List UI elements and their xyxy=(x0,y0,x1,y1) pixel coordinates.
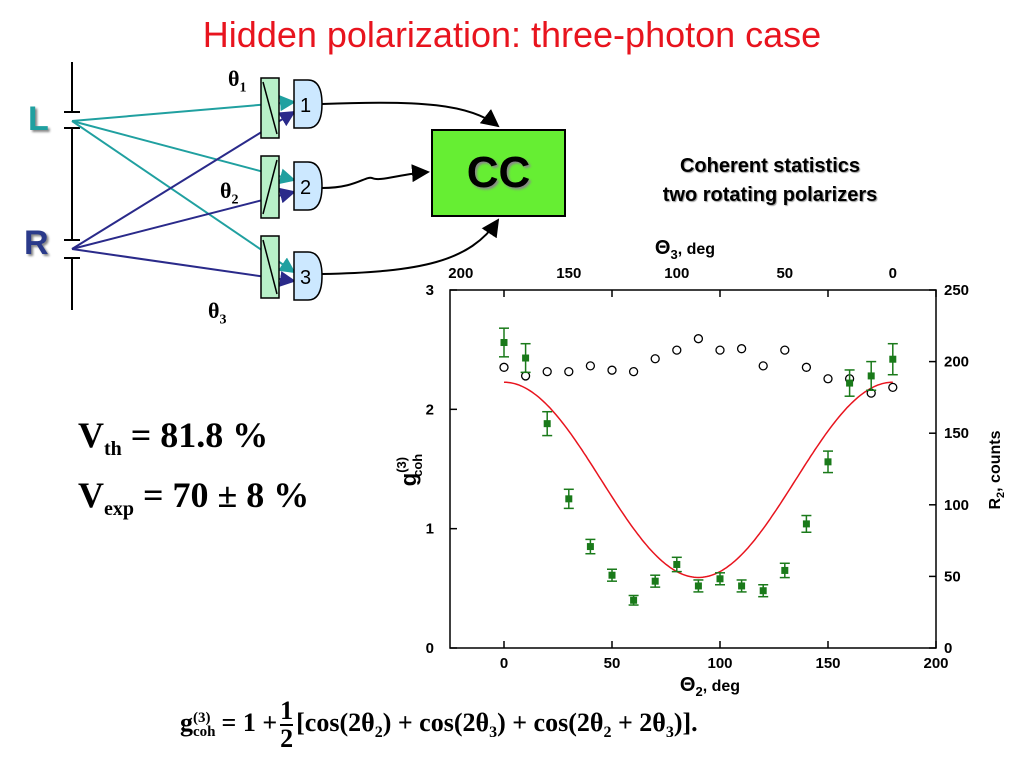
theta-3-label: θ3 xyxy=(208,298,227,328)
g3-point xyxy=(867,372,875,380)
counts-point xyxy=(520,371,531,381)
g3-point xyxy=(543,420,551,428)
visibility-experiment: Vexp = 70 ± 8 % xyxy=(78,475,310,521)
g3-point xyxy=(824,458,832,466)
x-bottom-tick-label: 0 xyxy=(500,655,508,672)
polarizer-3 xyxy=(260,235,280,299)
detector-2: 2 xyxy=(293,161,323,211)
coherent-statistics-caption: Coherent statistics two rotating polariz… xyxy=(615,152,925,210)
visibility-theory: Vth = 81.8 % xyxy=(78,415,269,461)
right-axis-title: R2, counts xyxy=(987,430,1007,509)
y-right-tick-label: 200 xyxy=(944,354,969,371)
y-left-tick-label: 3 xyxy=(426,282,434,299)
g3-point xyxy=(846,379,854,387)
g3-point xyxy=(651,577,659,585)
top-axis-title: Θ3, deg xyxy=(655,237,715,262)
g3-point xyxy=(608,571,616,579)
polarizer-1 xyxy=(260,77,280,139)
left-axis-title: g(3)coh xyxy=(394,454,425,487)
g3-point xyxy=(694,582,702,590)
detector-1: 1 xyxy=(293,79,323,129)
y-left-tick-label: 0 xyxy=(426,640,434,657)
g3-point xyxy=(673,560,681,568)
counts-point xyxy=(585,361,596,371)
plot-frame xyxy=(449,289,937,649)
y-right-tick-label: 100 xyxy=(944,497,969,514)
counts-point xyxy=(650,354,660,364)
y-right-tick-label: 50 xyxy=(944,568,961,585)
g3-point xyxy=(586,543,594,551)
beams-R xyxy=(71,110,296,287)
y-right-tick-label: 250 xyxy=(944,282,969,299)
svg-text:1: 1 xyxy=(300,95,311,117)
cc-label: CC xyxy=(466,148,531,197)
x-bottom-tick-label: 200 xyxy=(923,655,948,672)
polarizer-2 xyxy=(260,155,280,219)
fit-layer xyxy=(503,381,893,579)
source-label-R: R xyxy=(24,224,49,262)
g3-point xyxy=(802,520,810,528)
counts-point xyxy=(672,345,682,355)
counts-point xyxy=(564,366,574,377)
counts-point xyxy=(715,345,725,355)
x-top-tick-label: 150 xyxy=(556,265,581,282)
x-top-tick-label: 0 xyxy=(889,265,897,282)
counts-point xyxy=(780,345,790,355)
g3-point xyxy=(565,495,573,503)
svg-text:2: 2 xyxy=(300,177,311,199)
beams-L xyxy=(71,95,296,274)
theory-fit-curve xyxy=(503,381,893,579)
g3-point xyxy=(630,596,638,604)
source-label-L: L xyxy=(28,100,49,138)
y-right-tick-label: 150 xyxy=(944,425,969,442)
g3-point xyxy=(889,355,897,363)
counts-layer xyxy=(499,334,898,398)
counts-point xyxy=(628,366,639,377)
counts-point xyxy=(693,334,704,344)
counts-point xyxy=(542,366,552,377)
counts-point xyxy=(801,362,812,372)
setup-schematic: 1 2 3 xyxy=(64,62,500,310)
g3-chart: 0 50 100 150 200 200 150 100 50 0 0 1 2 3 0 50 100 150 200… xyxy=(394,237,1007,699)
x-bottom-tick-label: 50 xyxy=(604,655,621,672)
bottom-axis-title: Θ2, deg xyxy=(680,674,740,699)
g3-point xyxy=(738,582,746,590)
y-left-tick-label: 2 xyxy=(426,401,434,418)
x-bottom-tick-label: 100 xyxy=(707,655,732,672)
detector-3: 3 xyxy=(293,251,323,301)
y-left-tick-label: 1 xyxy=(426,521,434,538)
g3-point xyxy=(781,566,789,574)
counts-point xyxy=(758,361,768,371)
counts-point xyxy=(888,382,898,393)
g3-point xyxy=(759,587,767,595)
slide-title: Hidden polarization: three-photon case xyxy=(202,14,822,55)
source-rail xyxy=(64,62,80,310)
counts-point xyxy=(499,362,509,372)
cables-to-cc xyxy=(321,101,500,275)
x-top-tick-label: 50 xyxy=(776,265,793,282)
g3-point xyxy=(716,575,724,583)
y-right-tick-label: 0 xyxy=(944,640,952,657)
counts-point xyxy=(607,365,617,375)
g3-layer xyxy=(499,327,898,606)
coincidence-circuit-box: CC xyxy=(431,129,566,217)
x-bottom-tick-label: 150 xyxy=(815,655,840,672)
g3-formula: g (3) coh = 1 +1 2 [cos(2θ2) + cos(2θ3) + cos… xyxy=(180,696,698,753)
axes-layer: 0 50 100 150 200 200 150 100 50 0 0 1 2 3 0 50 100 150 200… xyxy=(426,265,969,672)
x-top-tick-label: 100 xyxy=(664,265,689,282)
counts-point xyxy=(736,344,747,354)
svg-text:3: 3 xyxy=(300,267,311,289)
x-top-tick-label: 200 xyxy=(448,265,473,282)
theta-1-label: θ1 xyxy=(228,66,247,96)
theta-2-label: θ2 xyxy=(220,178,239,208)
g3-point xyxy=(522,354,530,362)
caption-line-2: two rotating polarizers xyxy=(662,184,878,206)
caption-line-1: Coherent statistics xyxy=(679,155,861,177)
g3-point xyxy=(500,339,508,347)
counts-point xyxy=(823,374,833,384)
